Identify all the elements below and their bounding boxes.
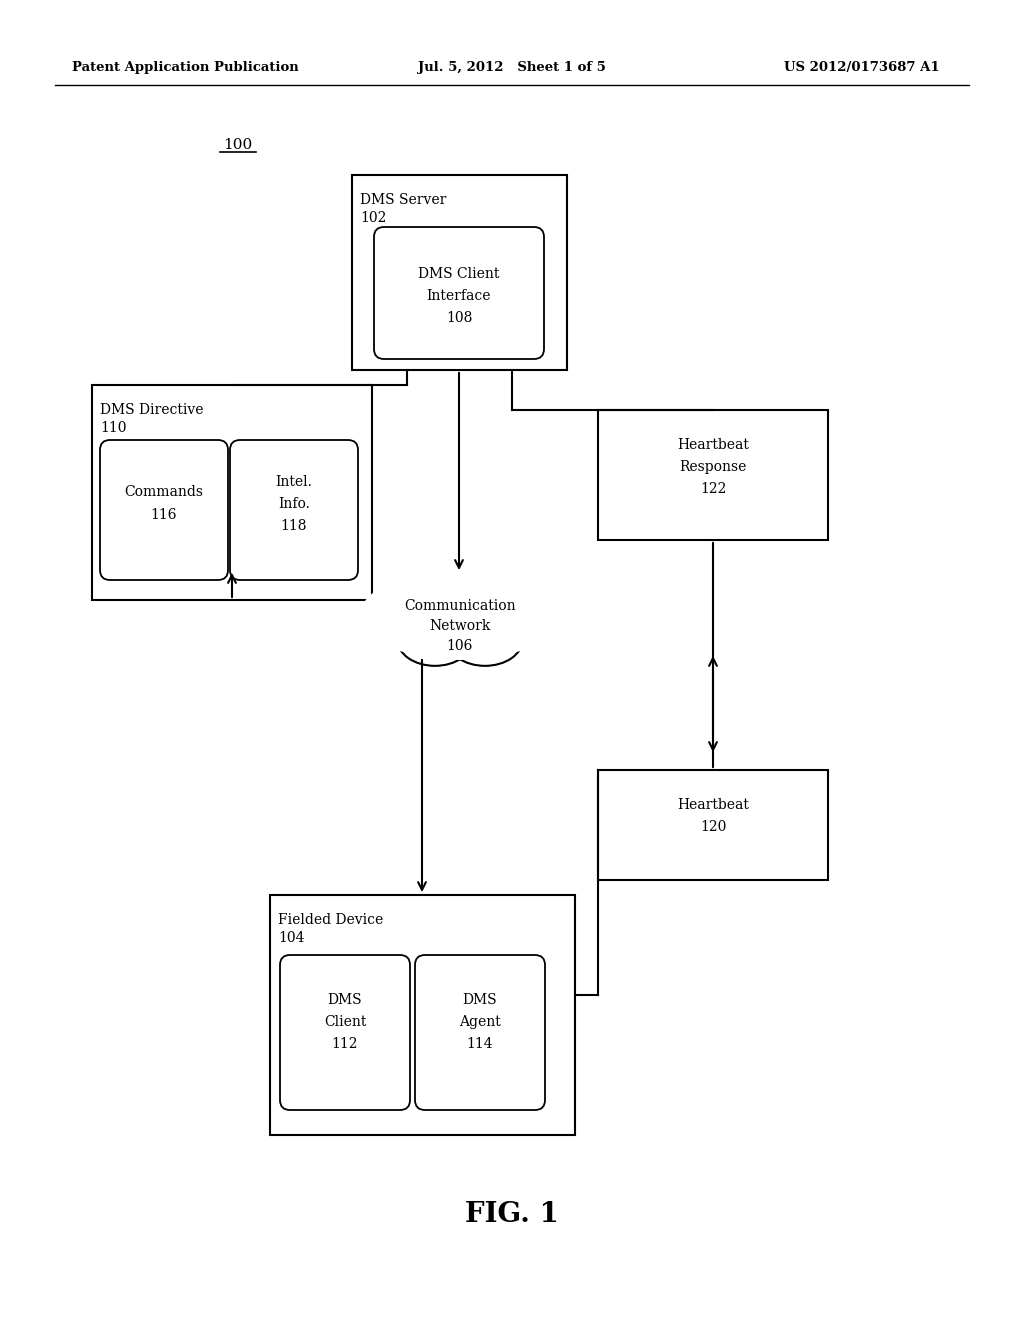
Text: DMS Directive: DMS Directive — [100, 403, 204, 417]
Text: 112: 112 — [332, 1038, 358, 1051]
Text: Patent Application Publication: Patent Application Publication — [72, 62, 299, 74]
Bar — [598, 411, 828, 540]
Text: 104: 104 — [278, 931, 304, 945]
Text: DMS: DMS — [463, 993, 498, 1007]
Bar — [598, 770, 828, 880]
Text: 122: 122 — [699, 482, 726, 496]
Bar — [352, 176, 567, 370]
Text: Heartbeat: Heartbeat — [677, 799, 749, 812]
Text: Commands: Commands — [125, 484, 204, 499]
Ellipse shape — [373, 586, 427, 624]
Text: 120: 120 — [699, 820, 726, 834]
FancyBboxPatch shape — [280, 954, 410, 1110]
Ellipse shape — [397, 614, 472, 665]
Text: 108: 108 — [445, 312, 472, 325]
Text: Agent: Agent — [459, 1015, 501, 1030]
Text: DMS: DMS — [328, 993, 362, 1007]
Text: 106: 106 — [446, 639, 473, 653]
Ellipse shape — [360, 570, 560, 660]
Text: 102: 102 — [360, 211, 386, 224]
FancyBboxPatch shape — [100, 440, 228, 579]
Text: Heartbeat: Heartbeat — [677, 438, 749, 451]
Bar — [270, 895, 575, 1135]
Text: DMS Server: DMS Server — [360, 193, 446, 207]
Text: 100: 100 — [223, 139, 253, 152]
Text: Response: Response — [679, 459, 746, 474]
Text: Client: Client — [324, 1015, 367, 1030]
Text: Jul. 5, 2012   Sheet 1 of 5: Jul. 5, 2012 Sheet 1 of 5 — [418, 62, 606, 74]
Text: DMS Client: DMS Client — [419, 267, 500, 281]
Text: Network: Network — [429, 619, 490, 634]
Ellipse shape — [447, 614, 522, 665]
Ellipse shape — [470, 590, 550, 645]
Ellipse shape — [371, 590, 450, 645]
Text: Intel.: Intel. — [275, 475, 312, 488]
Text: US 2012/0173687 A1: US 2012/0173687 A1 — [784, 62, 940, 74]
FancyBboxPatch shape — [230, 440, 358, 579]
Text: 114: 114 — [467, 1038, 494, 1051]
Text: 118: 118 — [281, 519, 307, 533]
Text: Info.: Info. — [279, 498, 310, 511]
Text: Communication: Communication — [404, 599, 516, 612]
Text: 116: 116 — [151, 508, 177, 521]
Text: Fielded Device: Fielded Device — [278, 913, 383, 927]
Text: 110: 110 — [100, 421, 127, 436]
FancyBboxPatch shape — [374, 227, 544, 359]
Ellipse shape — [406, 582, 515, 657]
Ellipse shape — [493, 586, 548, 624]
FancyBboxPatch shape — [415, 954, 545, 1110]
Text: FIG. 1: FIG. 1 — [465, 1201, 559, 1229]
Bar — [92, 385, 372, 601]
Text: Interface: Interface — [427, 289, 492, 304]
